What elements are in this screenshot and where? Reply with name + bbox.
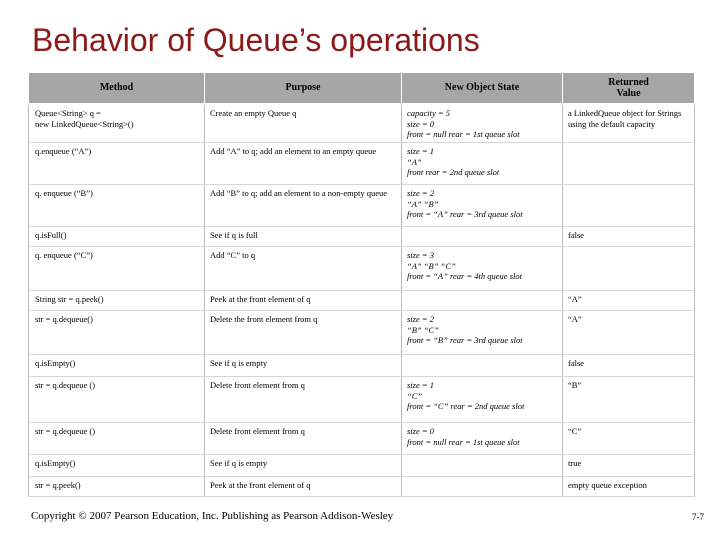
purpose-cell: Peek at the front element of q	[204, 290, 402, 311]
state-cell: size = 1 “C” front = “C” rear = 2nd queu…	[401, 376, 563, 423]
returned-value-cell: “A”	[562, 310, 695, 355]
page-number: 7-7	[692, 512, 704, 522]
state-cell	[401, 454, 563, 477]
state-cell: size = 3 “A” “B” “C” front = “A” rear = …	[401, 246, 563, 291]
method-cell: q. enqueue (“C”)	[28, 246, 205, 291]
method-cell: str = q.peek()	[28, 476, 205, 497]
header-returned-value: Returned Value	[562, 72, 695, 105]
returned-value-cell	[562, 246, 695, 291]
method-cell: q.isEmpty()	[28, 454, 205, 477]
returned-value-cell: empty queue exception	[562, 476, 695, 497]
returned-value-cell: “B”	[562, 376, 695, 423]
table-row: str = q.dequeue () Delete front element f…	[28, 376, 695, 423]
purpose-cell: See if q is empty	[204, 354, 402, 377]
header-new-object-state: New Object State	[401, 72, 563, 105]
table-row: q. enqueue (“B”) Add “B” to q; add an ele…	[28, 184, 695, 227]
state-cell: size = 2 “B” “C” front = “B” rear = 3rd …	[401, 310, 563, 355]
method-cell: Queue<String> q = new LinkedQueue<String…	[28, 104, 205, 143]
state-cell	[401, 354, 563, 377]
header-purpose: Purpose	[204, 72, 402, 105]
purpose-cell: See if q is empty	[204, 454, 402, 477]
table-row: q.enqueue (“A”) Add “A” to q; add an elem…	[28, 142, 695, 185]
table-row: str = q.dequeue () Delete front element f…	[28, 422, 695, 455]
table-row: Queue<String> q = new LinkedQueue<String…	[28, 104, 695, 143]
table-body: Queue<String> q = new LinkedQueue<String…	[28, 104, 695, 497]
method-cell: str = q.dequeue ()	[28, 422, 205, 455]
method-cell: str = q.dequeue()	[28, 310, 205, 355]
table-row: q. enqueue (“C”) Add “C” to q size = 3 “A”…	[28, 246, 695, 291]
table-row: q.isFull() See if q is full false	[28, 226, 695, 247]
method-cell: String str = q.peek()	[28, 290, 205, 311]
method-cell: q.enqueue (“A”)	[28, 142, 205, 185]
copyright-footer: Copyright © 2007 Pearson Education, Inc.…	[31, 510, 394, 522]
returned-value-cell: false	[562, 226, 695, 247]
returned-value-cell: false	[562, 354, 695, 377]
method-cell: q.isFull()	[28, 226, 205, 247]
table-header-row: Method Purpose New Object State Returned…	[28, 72, 695, 105]
purpose-cell: See if q is full	[204, 226, 402, 247]
method-cell: q. enqueue (“B”)	[28, 184, 205, 227]
returned-value-cell: “C”	[562, 422, 695, 455]
returned-value-cell: “A”	[562, 290, 695, 311]
method-cell: q.isEmpty()	[28, 354, 205, 377]
state-cell: size = 0 front = null rear = 1st queue s…	[401, 422, 563, 455]
table-row: q.isEmpty() See if q is empty true	[28, 454, 695, 477]
purpose-cell: Add “A” to q; add an element to an empty…	[204, 142, 402, 185]
queue-operations-table: Method Purpose New Object State Returned…	[28, 72, 695, 497]
slide-title: Behavior of Queue’s operations	[32, 22, 480, 58]
purpose-cell: Add “B” to q; add an element to a non-em…	[204, 184, 402, 227]
state-cell	[401, 226, 563, 247]
table-row: str = q.peek() Peek at the front element …	[28, 476, 695, 497]
state-cell	[401, 476, 563, 497]
method-cell: str = q.dequeue ()	[28, 376, 205, 423]
state-cell: capacity = 5 size = 0 front = null rear …	[401, 104, 563, 143]
returned-value-cell: a LinkedQueue object for Strings using t…	[562, 104, 695, 143]
purpose-cell: Add “C” to q	[204, 246, 402, 291]
purpose-cell: Delete front element from q	[204, 422, 402, 455]
state-cell: size = 1 “A” front rear = 2nd queue slot	[401, 142, 563, 185]
state-cell: size = 2 “A” “B” front = “A” rear = 3rd …	[401, 184, 563, 227]
purpose-cell: Delete the front element from q	[204, 310, 402, 355]
purpose-cell: Create an empty Queue q	[204, 104, 402, 143]
purpose-cell: Peek at the front element of q	[204, 476, 402, 497]
table-row: q.isEmpty() See if q is empty false	[28, 354, 695, 377]
returned-value-cell	[562, 184, 695, 227]
header-method: Method	[28, 72, 205, 105]
purpose-cell: Delete front element from q	[204, 376, 402, 423]
returned-value-cell: true	[562, 454, 695, 477]
table-row: str = q.dequeue() Delete the front elemen…	[28, 310, 695, 355]
state-cell	[401, 290, 563, 311]
returned-value-cell	[562, 142, 695, 185]
table-row: String str = q.peek() Peek at the front e…	[28, 290, 695, 311]
